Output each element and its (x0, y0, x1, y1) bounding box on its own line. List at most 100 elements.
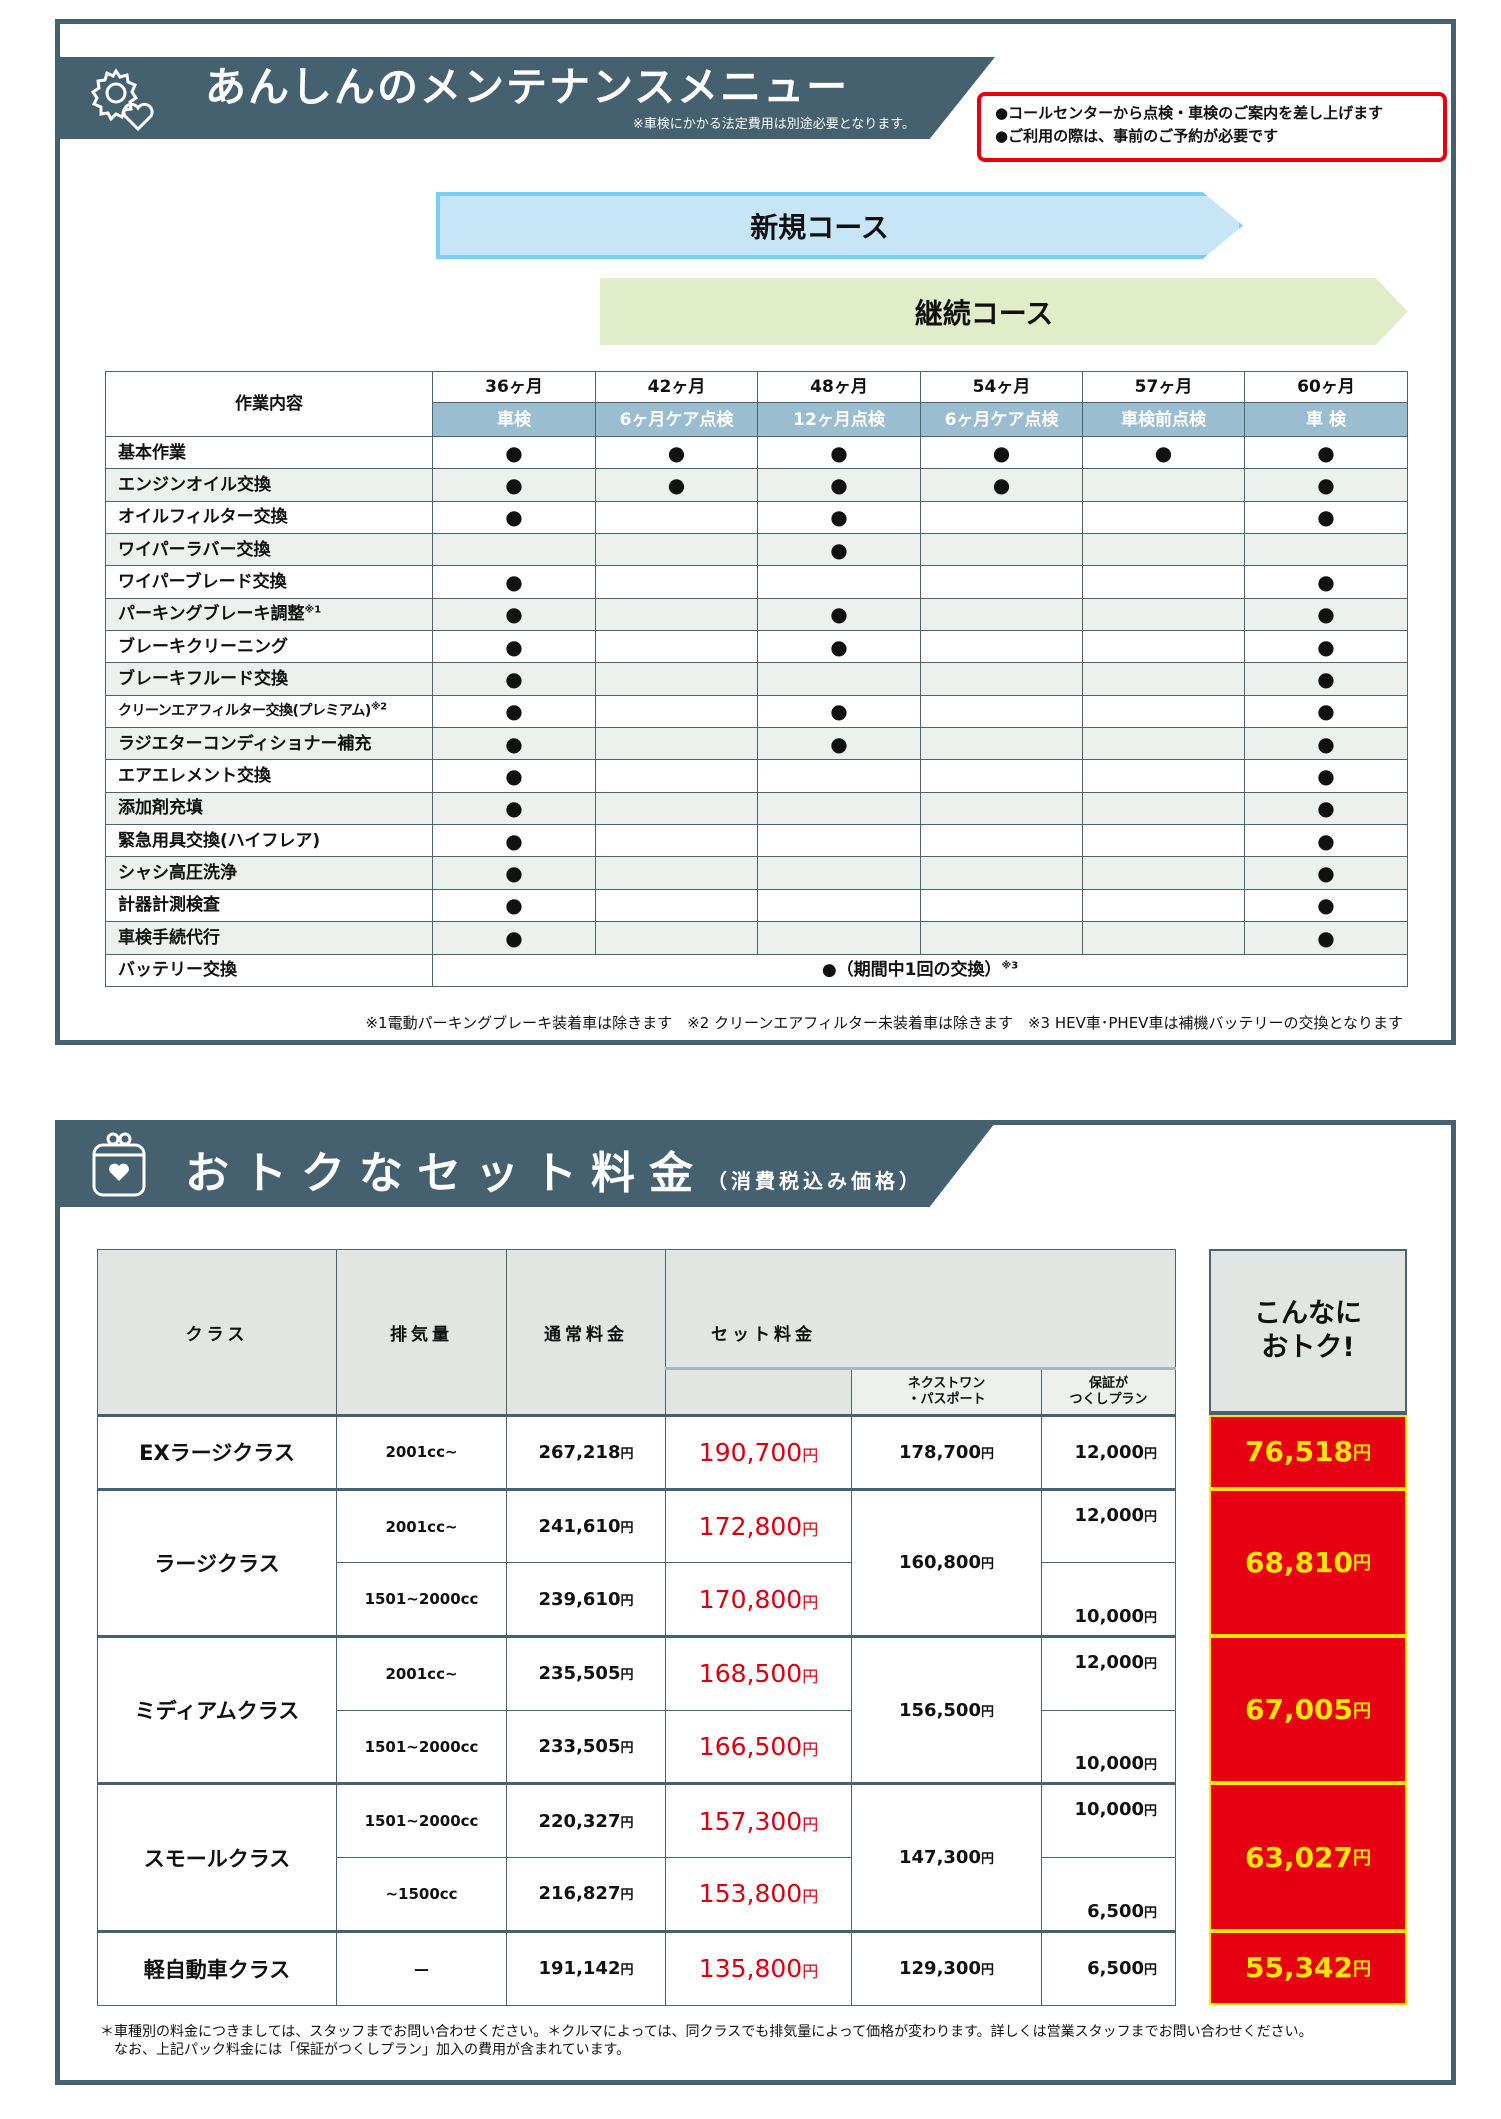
continuing-course-label: 継続コース (914, 296, 1054, 330)
work-item-label: ブレーキクリーニング (118, 636, 288, 657)
work-item-label: オイルフィルター交換 (118, 507, 288, 528)
work-item-label: 車検手続代行 (118, 927, 220, 948)
savings-amount: 67,005 円 (1209, 1636, 1407, 1784)
pricing-banner: おトクなセット料金（消費税込み価格） (60, 1123, 995, 1207)
work-item: 添加剤充填 (105, 791, 433, 826)
inspection-type-header: 車検 (432, 402, 596, 437)
pricing-footnote: なお、上記パック料金には「保証がつくしプラン」加入の費用が含まれています。 (100, 2042, 631, 2058)
check-mark: ● (1244, 824, 1408, 858)
normal-price: 239,610円 (506, 1562, 666, 1638)
check-mark (1082, 759, 1245, 793)
notice-line: ●コールセンターから点検・車検のご案内を差し上げます (995, 104, 1384, 122)
check-mark (920, 856, 1083, 890)
price-value: 10,000 (1074, 1753, 1144, 1775)
price-value: 12,000 (1074, 1504, 1144, 1526)
yen-unit: 円 (980, 1704, 994, 1720)
check-mark: ● (1244, 435, 1408, 470)
check-mark (595, 856, 758, 890)
work-item-label: ワイパーラバー交換 (118, 539, 271, 560)
maintenance-subtitle: ※車検にかかる法定費用は別途必要となります。 (632, 117, 915, 132)
check-mark (920, 824, 1083, 858)
check-mark (1244, 533, 1408, 567)
yen-unit: 円 (620, 1446, 634, 1462)
price-value: 6,500 (1087, 1900, 1144, 1922)
work-item: エアエレメント交換 (105, 759, 433, 793)
yen-unit: 円 (1144, 1758, 1158, 1774)
table-row: ワイパーラバー交換 ● (105, 533, 1408, 567)
work-item: クリーンエアフィルター交換(プレミアム)※2 (105, 694, 433, 729)
table-row: オイルフィルター交換 ● ● ● (105, 500, 1408, 535)
battery-value-label: ●（期間中1回の交換） (821, 960, 1002, 981)
header-set-price-label: セット料金 (711, 1325, 816, 1345)
check-mark: ● (920, 435, 1083, 470)
table-row: 緊急用具交換(ハイフレア) ● ● (105, 824, 1408, 858)
price-value: 68,810 (1244, 1545, 1354, 1579)
work-item-label: エアエレメント交換 (118, 766, 271, 787)
displacement: 2001cc~ (336, 1414, 507, 1490)
displacement: 1501~2000cc (336, 1562, 507, 1638)
check-mark: ● (1244, 727, 1408, 761)
class-name: ラージクラス (97, 1487, 337, 1638)
check-mark: ● (1244, 759, 1408, 793)
check-mark (595, 727, 758, 761)
price-value: 220,327 (538, 1810, 621, 1832)
table-row: エンジンオイル交換 ● ● ● ● ● (105, 468, 1408, 502)
price-value: 166,500 (698, 1732, 803, 1762)
yen-unit: 円 (802, 1592, 819, 1612)
pricing-footnote: ＊車種別の料金につきましては、スタッフまでお問い合わせください。＊クルマによって… (100, 2024, 1313, 2040)
check-mark (757, 791, 921, 826)
price-value: 157,300 (698, 1806, 803, 1836)
new-course-label: 新規コース (750, 210, 889, 244)
work-item-label: ラジエターコンディショナー補充 (118, 733, 372, 754)
type-header-row: 車検 6ヶ月ケア点検 12ヶ月点検 6ヶ月ケア点検 車検前点検車 検 (106, 402, 1408, 437)
work-item: ブレーキクリーニング (105, 630, 433, 664)
month-header-row: 作業内容 36ヶ月 42ヶ月 48ヶ月 54ヶ月 57ヶ月 60ヶ月 (105, 371, 1408, 437)
yen-unit: 円 (620, 1741, 634, 1757)
guarantee-price: 12,000円 (1040, 1487, 1177, 1564)
table-row: ワイパーブレード交換 ● ● (105, 565, 1408, 599)
check-mark: ● (920, 468, 1083, 502)
displacement: 2001cc~ (336, 1635, 507, 1711)
work-item: エンジンオイル交換 (105, 468, 433, 502)
yen-unit: 円 (980, 1963, 994, 1979)
check-mark (595, 597, 758, 632)
check-mark (595, 533, 758, 567)
price-value: 172,800 (698, 1512, 803, 1542)
check-mark: ● (432, 727, 596, 761)
nextone-price: 147,300円 (851, 1782, 1042, 1932)
price-row: 1501~2000cc 233,505円 166,500円 10,000円 (98, 1709, 1177, 1785)
yen-unit: 円 (1144, 1905, 1158, 1921)
month-header: 36ヶ月 (432, 371, 596, 403)
check-mark: ● (1244, 662, 1408, 696)
price-row: ~1500cc 216,827円 153,800円 6,500円 (98, 1857, 1177, 1932)
work-item: オイルフィルター交換 (105, 500, 433, 535)
set-price: 168,500円 (665, 1635, 852, 1711)
yen-unit: 円 (980, 1557, 994, 1573)
check-mark (1082, 533, 1245, 567)
check-mark (1082, 791, 1245, 826)
check-mark: ● (1244, 921, 1408, 955)
check-mark: ● (432, 856, 596, 890)
yen-unit: 円 (802, 1814, 819, 1834)
check-mark (1082, 500, 1245, 535)
check-mark: ● (432, 888, 596, 923)
check-mark (757, 856, 921, 890)
work-item-label: 添加剤充填 (118, 798, 203, 819)
price-value: 233,505 (538, 1736, 621, 1758)
work-item: 計器計測検査 (105, 888, 433, 923)
check-mark: ● (432, 824, 596, 858)
table-row: ブレーキクリーニング ● ● ● (105, 630, 1408, 664)
yen-unit: 円 (1353, 1958, 1372, 1980)
work-item: 基本作業 (105, 435, 433, 470)
guarantee-price: 10,000円 (1040, 1782, 1177, 1859)
item-header: 作業内容 (105, 371, 433, 437)
price-row: EXラージクラス 2001cc~ 267,218円 190,700円 178,700円 1… (97, 1414, 1177, 1490)
check-mark (920, 597, 1083, 632)
check-mark (920, 921, 1083, 955)
price-row: ミディアムクラス 2001cc~ 235,505円 168,500円 156,500円 1… (97, 1635, 1177, 1785)
check-mark (757, 759, 921, 793)
check-mark (595, 500, 758, 535)
yen-unit: 円 (1353, 1700, 1372, 1722)
price-value: 190,700 (698, 1437, 803, 1467)
check-mark (595, 662, 758, 696)
